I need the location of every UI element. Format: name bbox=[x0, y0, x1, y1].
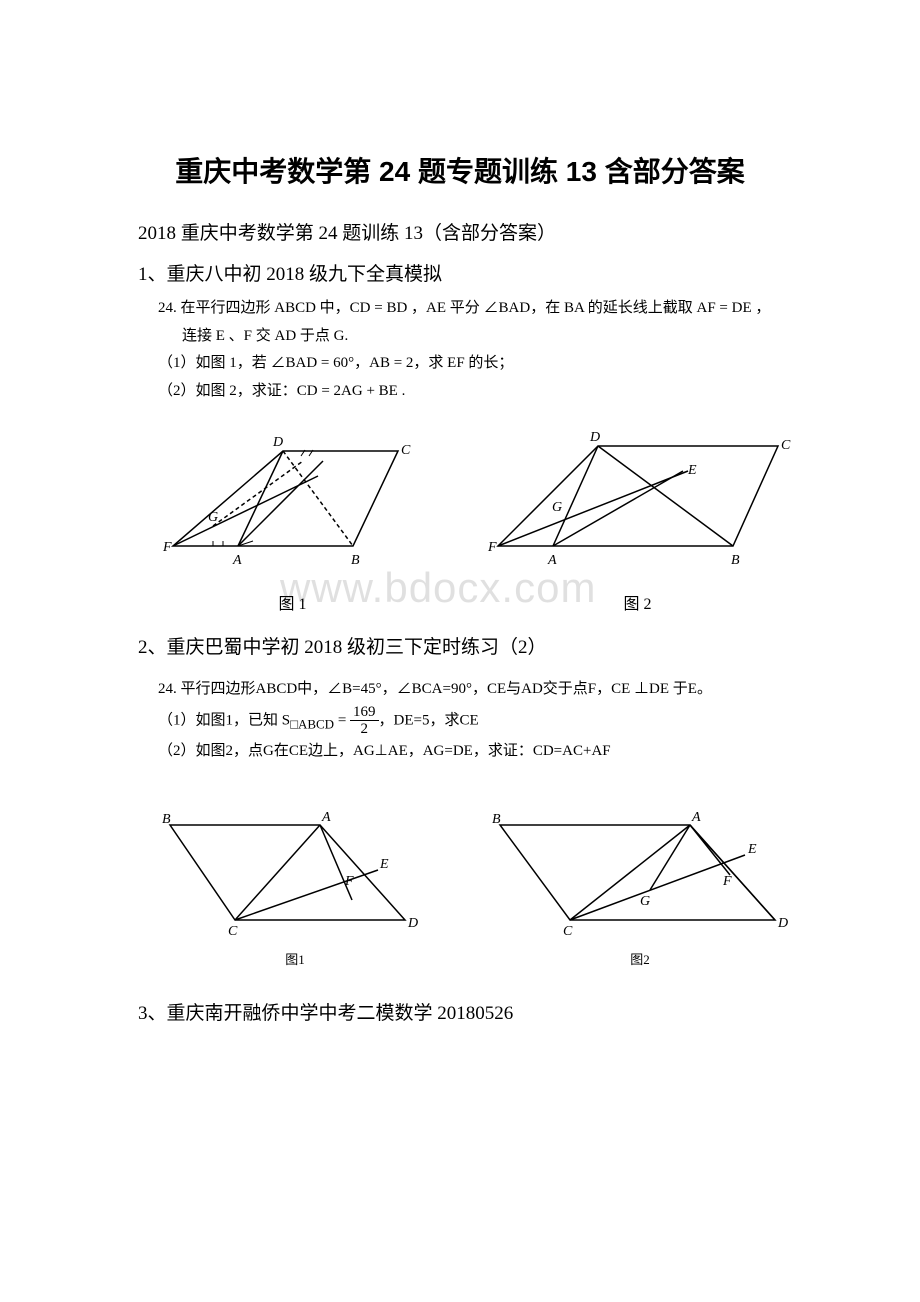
figure-1-1: F A B C D G 图 1 bbox=[153, 416, 433, 614]
problem-2-figures: B A C D E F 图1 B A C D bbox=[130, 805, 820, 968]
page-title: 重庆中考数学第 24 题专题训练 13 含部分答案 bbox=[100, 150, 820, 190]
problem-2-part1: （1）如图1，已知 S□ABCD = 1692，DE=5，求CE bbox=[158, 705, 820, 738]
problem-2-part2: （2）如图2，点G在CE边上，AG⊥AE，AG=DE，求证：CD=AC+AF bbox=[158, 739, 820, 765]
problem-1-number: 24. bbox=[158, 300, 177, 316]
fig2-2-label-F: F bbox=[722, 874, 732, 889]
fig1-2-label-G: G bbox=[552, 500, 562, 515]
fig1-2-label-D: D bbox=[589, 430, 600, 445]
figure-1-2: F A B C D G E 图 2 bbox=[478, 416, 798, 614]
figure-1-2-svg: F A B C D G E bbox=[478, 416, 798, 586]
fig2-1-label-F: F bbox=[344, 874, 354, 889]
problem-1-part1: （1）如图 1，若 ∠BAD = 60°，AB = 2，求 EF 的长； bbox=[158, 351, 820, 377]
fig2-1-label-A: A bbox=[321, 810, 331, 825]
fig2-2-label-G: G bbox=[640, 894, 650, 909]
problem-2-part1-suffix: ，DE=5，求CE bbox=[379, 712, 479, 728]
problem-2-stem: 24. 平行四边形ABCD中，∠B=45°，∠BCA=90°，CE与AD交于点F… bbox=[158, 677, 820, 703]
fig2-1-label-E: E bbox=[379, 857, 389, 872]
fig1-2-label-A: A bbox=[547, 553, 557, 568]
fig2-2-label-D: D bbox=[777, 916, 788, 931]
figure-2-1-caption: 图1 bbox=[150, 949, 440, 968]
fig2-2-label-A: A bbox=[691, 810, 701, 825]
fig1-1-label-A: A bbox=[232, 553, 242, 568]
fig1-2-label-E: E bbox=[687, 463, 697, 478]
figure-2-1-svg: B A C D E F bbox=[150, 805, 440, 945]
figure-2-2-svg: B A C D E F G bbox=[480, 805, 800, 945]
problem-2-part1-eq: = bbox=[334, 712, 350, 728]
problem-2-part1-sub: □ABCD bbox=[290, 716, 334, 731]
figure-1-1-caption: 图 1 bbox=[153, 590, 433, 614]
problem-1: 24. 在平行四边形 ABCD 中，CD = BD ，AE 平分 ∠BAD，在 … bbox=[158, 296, 820, 404]
figure-1-2-caption: 图 2 bbox=[478, 590, 798, 614]
fig1-1-label-F: F bbox=[162, 540, 172, 555]
figure-2-1: B A C D E F 图1 bbox=[150, 805, 440, 968]
fraction-num: 169 bbox=[350, 705, 379, 721]
fig1-2-label-C: C bbox=[781, 438, 791, 453]
problem-1-figures: www.bdocx.com F A B C D bbox=[130, 416, 820, 614]
fig1-1-label-C: C bbox=[401, 443, 411, 458]
subtitle: 2018 重庆中考数学第 24 题训练 13（含部分答案） bbox=[100, 218, 820, 245]
problem-1-stem: 24. 在平行四边形 ABCD 中，CD = BD ，AE 平分 ∠BAD，在 … bbox=[158, 296, 820, 322]
fig1-1-label-G: G bbox=[208, 510, 218, 525]
problem-2-part1-prefix: （1）如图1，已知 S bbox=[158, 712, 290, 728]
fig2-2-label-B: B bbox=[492, 812, 501, 827]
fig2-1-label-D: D bbox=[407, 916, 418, 931]
section-2-heading: 2、重庆巴蜀中学初 2018 级初三下定时练习（2） bbox=[100, 632, 820, 659]
fraction: 1692 bbox=[350, 705, 379, 738]
figure-2-2: B A C D E F G 图2 bbox=[480, 805, 800, 968]
fig1-2-label-B: B bbox=[731, 553, 740, 568]
section-1-heading: 1、重庆八中初 2018 级九下全真模拟 bbox=[100, 259, 820, 286]
fig1-1-label-B: B bbox=[351, 553, 360, 568]
problem-1-stem1: 在平行四边形 ABCD 中，CD = BD ，AE 平分 ∠BAD，在 BA 的… bbox=[181, 300, 771, 316]
problem-2-stem1: 平行四边形ABCD中，∠B=45°，∠BCA=90°，CE与AD交于点F，CE … bbox=[181, 681, 712, 697]
problem-2-number: 24. bbox=[158, 681, 177, 697]
figure-1-1-svg: F A B C D G bbox=[153, 416, 433, 586]
fig1-2-label-F: F bbox=[487, 540, 497, 555]
fig2-1-label-C: C bbox=[228, 924, 238, 939]
fraction-den: 2 bbox=[350, 721, 379, 738]
section-3-heading: 3、重庆南开融侨中学中考二模数学 20180526 bbox=[100, 998, 820, 1025]
fig2-2-label-E: E bbox=[747, 842, 757, 857]
fig2-1-label-B: B bbox=[162, 812, 171, 827]
fig1-1-label-D: D bbox=[272, 435, 283, 450]
problem-2: 24. 平行四边形ABCD中，∠B=45°，∠BCA=90°，CE与AD交于点F… bbox=[158, 677, 820, 765]
figure-2-2-caption: 图2 bbox=[480, 949, 800, 968]
problem-1-part2: （2）如图 2，求证：CD = 2AG + BE . bbox=[158, 379, 820, 405]
problem-1-stem2: 连接 E 、F 交 AD 于点 G. bbox=[158, 324, 820, 350]
fig2-2-label-C: C bbox=[563, 924, 573, 939]
